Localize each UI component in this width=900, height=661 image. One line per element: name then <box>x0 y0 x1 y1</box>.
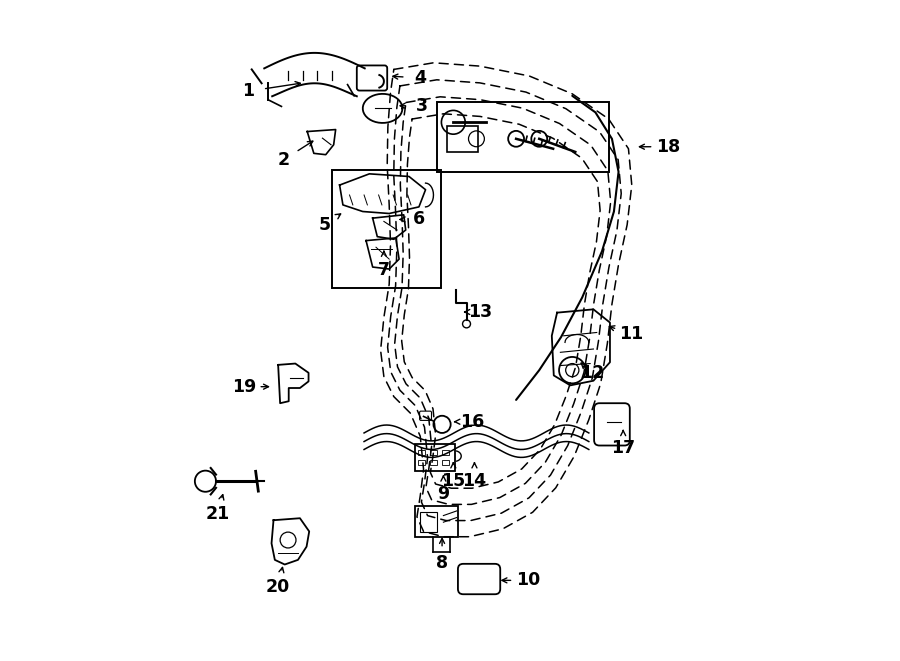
Text: 1: 1 <box>242 82 255 100</box>
Bar <box>442 460 449 465</box>
Text: 11: 11 <box>619 325 644 343</box>
Text: 8: 8 <box>436 554 448 572</box>
Text: 10: 10 <box>516 571 540 590</box>
Text: 12: 12 <box>580 364 604 383</box>
Bar <box>430 460 436 465</box>
Bar <box>442 450 449 455</box>
Text: 7: 7 <box>378 260 390 279</box>
Bar <box>332 170 441 288</box>
Text: 21: 21 <box>205 505 230 524</box>
Text: 4: 4 <box>414 69 427 87</box>
Bar <box>418 460 425 465</box>
Text: 5: 5 <box>319 215 330 234</box>
Bar <box>420 512 436 532</box>
Text: 9: 9 <box>437 485 449 504</box>
Text: 20: 20 <box>266 578 291 596</box>
Text: 15: 15 <box>441 472 465 490</box>
Text: 3: 3 <box>416 97 428 115</box>
Bar <box>430 450 436 455</box>
Text: 2: 2 <box>277 151 290 169</box>
Text: 19: 19 <box>231 377 256 396</box>
Text: 14: 14 <box>463 472 487 490</box>
Text: 16: 16 <box>460 412 484 431</box>
Text: 17: 17 <box>611 439 635 457</box>
Bar <box>418 450 425 455</box>
Text: 13: 13 <box>468 303 492 321</box>
Text: 18: 18 <box>656 137 680 156</box>
Bar <box>415 444 454 471</box>
Text: 6: 6 <box>413 210 425 229</box>
Bar <box>415 506 458 537</box>
Bar <box>436 102 608 172</box>
Bar <box>446 126 479 152</box>
